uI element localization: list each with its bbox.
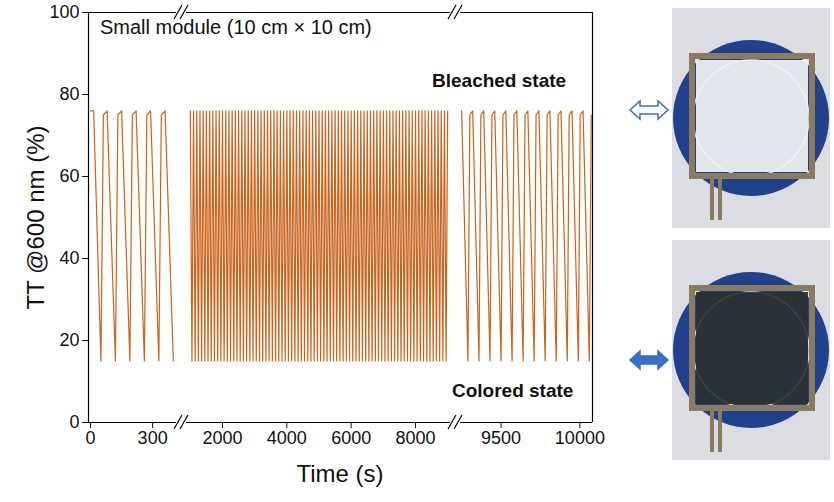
svg-text:6000: 6000 (331, 428, 371, 448)
html-text:Small module (10 cm × 10 cm): Small module (10 cm × 10 cm) (100, 16, 372, 38)
svg-text:40: 40 (59, 248, 79, 268)
svg-text:0: 0 (69, 412, 79, 432)
svg-text:9500: 9500 (481, 428, 521, 448)
svg-text:2000: 2000 (202, 428, 242, 448)
svg-text:100: 100 (49, 2, 79, 22)
svg-text:20: 20 (59, 330, 79, 350)
svg-text:0: 0 (86, 428, 96, 448)
svg-text:10000: 10000 (555, 428, 605, 448)
svg-text:60: 60 (59, 166, 79, 186)
html-text:Time (s): Time (s) (296, 460, 384, 487)
svg-text:300: 300 (138, 428, 168, 448)
svg-text:4000: 4000 (267, 428, 307, 448)
html-text:Bleached state: Bleached state (432, 70, 567, 91)
svg-text:TT @600 nm (%): TT @600 nm (%) (22, 126, 49, 310)
svg-text:8000: 8000 (395, 428, 435, 448)
html-text:Colored state: Colored state (452, 380, 574, 401)
svg-text:80: 80 (59, 84, 79, 104)
